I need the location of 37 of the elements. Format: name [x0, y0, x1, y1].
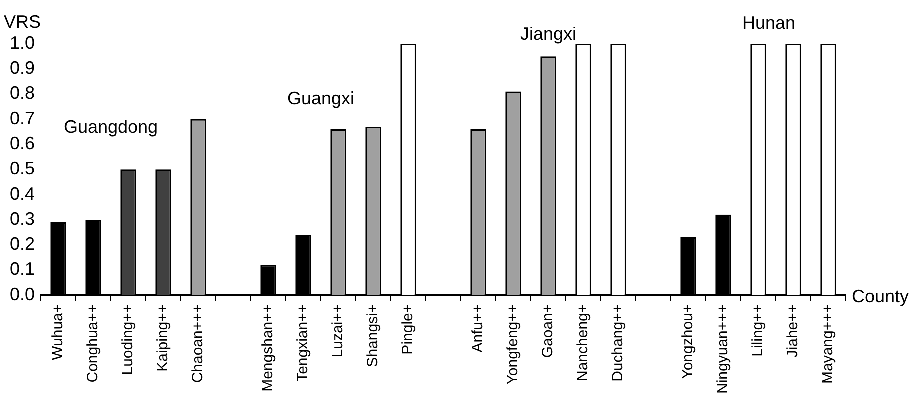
x-tick-label: Conghua++: [84, 304, 102, 383]
y-tick-label: 0.8: [10, 83, 36, 104]
x-tick-label: Ningyuan+++: [714, 304, 732, 394]
x-tick-label: Nancheng+: [574, 304, 592, 382]
x-tick-label: Duchang++: [610, 304, 627, 382]
x-tick-label: Chaoan+++: [190, 304, 207, 384]
x-tick-label: Luoding++: [120, 304, 137, 376]
x-axis-title: County: [852, 286, 910, 306]
y-tick-label: 0.1: [10, 259, 36, 280]
y-tick-label: 0.3: [10, 208, 36, 229]
annotation: Jiangxi: [520, 24, 577, 44]
annotation: Guangdong: [64, 117, 158, 138]
y-tick-label: 0.9: [10, 58, 36, 78]
y-tick-label: 0.0: [10, 284, 36, 304]
y-tick-label: 0.2: [10, 234, 36, 254]
y-tick-label: 1.0: [10, 32, 36, 53]
text: Hunan: [742, 12, 796, 33]
x-tick-label: Tengxian++: [294, 304, 312, 382]
x-tick-label: Shangsi+: [364, 304, 382, 368]
y-tick-label: 0.7: [10, 108, 36, 128]
y-axis-title: VRS: [4, 12, 42, 32]
x-tick-label: Yongfeng++: [504, 304, 522, 385]
x-tick-label: Gaoan+: [540, 304, 557, 358]
x-tick-label: Mayang+++: [820, 304, 837, 384]
x-tick-label: Mengshan++: [260, 304, 277, 392]
x-tick-label: Luzai++: [330, 304, 347, 358]
x-tick-label: Yongzhou+: [680, 304, 697, 380]
x-tick-label: Jiahe++: [784, 304, 802, 358]
y-tick-label: 0.6: [10, 134, 36, 154]
x-tick-label: Pingle+: [400, 304, 417, 355]
x-tick-label: Anfu++: [470, 304, 487, 353]
y-tick-label: 0.4: [10, 184, 36, 204]
x-tick-label: Kaiping++: [154, 304, 172, 372]
x-tick-label: Wuhua+: [50, 304, 67, 360]
annotation: Guangxi: [287, 88, 355, 108]
x-tick-label: Liling++: [750, 304, 767, 357]
y-tick-label: 0.5: [10, 158, 36, 179]
